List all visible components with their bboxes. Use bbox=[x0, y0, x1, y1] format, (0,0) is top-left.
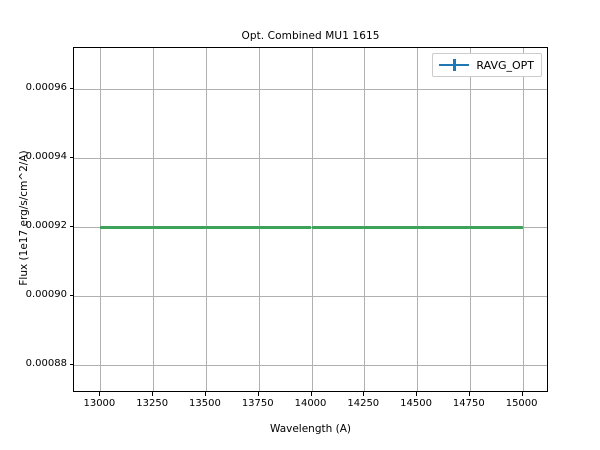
data-series-line bbox=[469, 225, 523, 229]
gridline-horizontal bbox=[74, 296, 547, 298]
gridline-vertical bbox=[100, 48, 102, 391]
data-series-line bbox=[258, 225, 312, 229]
data-series-line bbox=[417, 225, 470, 229]
data-layer bbox=[74, 48, 547, 391]
y-axis-tick-label: 0.00094 bbox=[25, 151, 67, 163]
x-axis-tick-label: 13000 bbox=[83, 398, 116, 409]
x-axis-tick-label: 14000 bbox=[294, 398, 327, 409]
gridline-vertical bbox=[364, 48, 366, 391]
data-series-line bbox=[311, 225, 365, 229]
legend[interactable]: RAVG_OPT bbox=[432, 53, 542, 77]
legend-item-label: RAVG_OPT bbox=[476, 58, 534, 72]
chart-title: Opt. Combined MU1 1615 bbox=[241, 30, 380, 42]
x-axis-tick bbox=[204, 392, 206, 396]
gridline-horizontal bbox=[74, 365, 547, 367]
gridline-vertical bbox=[417, 48, 419, 391]
y-axis-tick-label: 0.00092 bbox=[25, 220, 67, 232]
y-axis-tick bbox=[69, 226, 73, 228]
gridline-vertical bbox=[469, 48, 471, 391]
x-axis-tick bbox=[257, 392, 259, 396]
y-axis-tick bbox=[69, 364, 73, 366]
gridline-vertical bbox=[522, 48, 524, 391]
errorbar-marker-icon bbox=[439, 58, 470, 72]
gridline-horizontal bbox=[74, 89, 547, 91]
y-axis-tick bbox=[69, 157, 73, 159]
y-axis-tick bbox=[69, 295, 73, 297]
data-series-line bbox=[153, 225, 206, 229]
x-axis-tick bbox=[468, 392, 470, 396]
x-axis-label: Wavelength (A) bbox=[269, 423, 351, 435]
gridline-vertical bbox=[311, 48, 313, 391]
x-axis-tick-label: 14250 bbox=[347, 398, 380, 409]
x-axis-tick-label: 13500 bbox=[189, 398, 221, 409]
gridline-horizontal bbox=[74, 158, 547, 160]
x-axis-tick bbox=[416, 392, 418, 396]
x-axis-tick-label: 14500 bbox=[400, 398, 432, 409]
x-axis-tick bbox=[521, 392, 523, 396]
y-axis-tick-label: 0.00088 bbox=[25, 358, 67, 370]
x-axis-tick bbox=[310, 392, 312, 396]
y-axis-tick-label: 0.00096 bbox=[25, 82, 67, 94]
data-series-line bbox=[100, 225, 154, 229]
plot-area: RAVG_OPT bbox=[73, 47, 548, 392]
y-axis-tick-label: 0.00090 bbox=[25, 289, 67, 301]
data-series-line bbox=[205, 225, 259, 229]
x-axis-tick-label: 14750 bbox=[452, 398, 485, 409]
y-axis-label: Flux (1e17 erg/s/cm^2/A) bbox=[18, 150, 30, 286]
x-axis-tick-label: 13750 bbox=[241, 398, 274, 409]
gridline-vertical bbox=[258, 48, 260, 391]
x-axis-tick-label: 13250 bbox=[136, 398, 169, 409]
y-axis-tick bbox=[69, 88, 73, 90]
gridline-vertical bbox=[153, 48, 155, 391]
x-axis-tick bbox=[99, 392, 101, 396]
x-axis-tick-label: 15000 bbox=[505, 398, 538, 409]
x-axis-tick bbox=[152, 392, 154, 396]
data-series-line bbox=[364, 225, 418, 229]
gridline-vertical bbox=[205, 48, 207, 391]
x-axis-tick bbox=[363, 392, 365, 396]
